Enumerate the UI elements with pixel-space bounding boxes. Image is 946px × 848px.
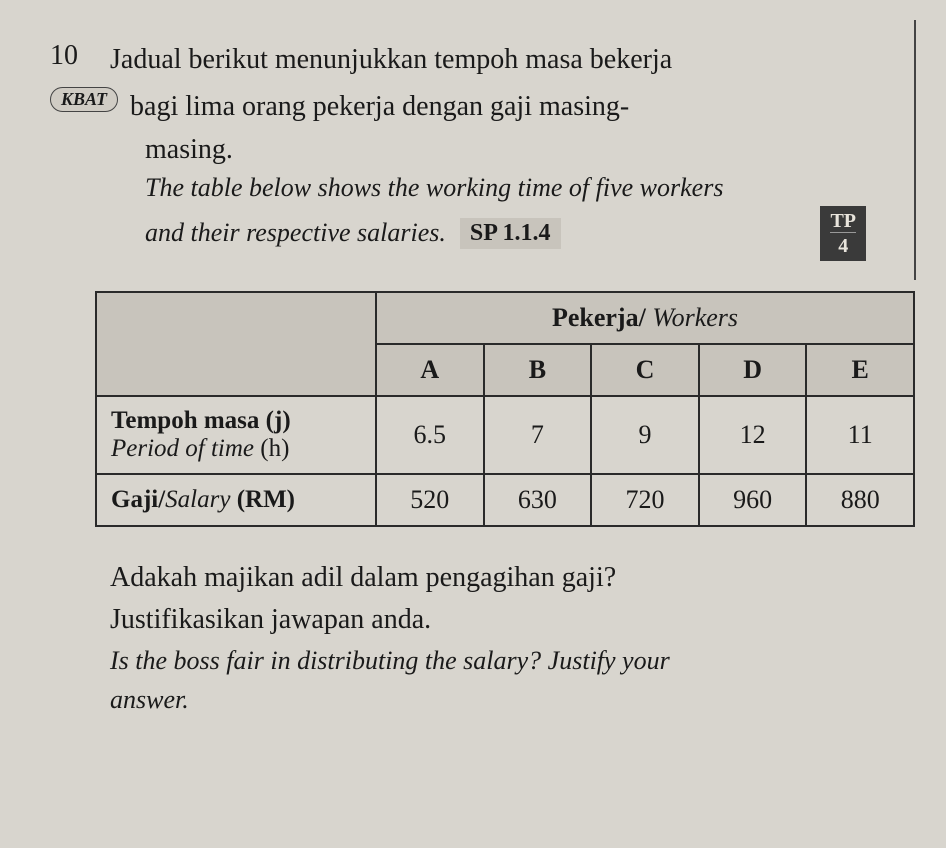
salary-a: 520 <box>376 474 484 526</box>
workers-header-italic: Workers <box>652 303 738 332</box>
col-d: D <box>699 344 807 396</box>
row-salary-italic: Salary <box>165 486 230 513</box>
page-divider <box>914 20 916 280</box>
table-row-time: Tempoh masa (j) Period of time (h) 6.5 7… <box>96 396 914 474</box>
footer-malay-1: Adakah majikan adil dalam pengagihan gaj… <box>110 557 856 599</box>
workers-header: Pekerja/ Workers <box>376 292 914 344</box>
salary-b: 630 <box>484 474 592 526</box>
row-salary-suffix: (RM) <box>230 486 295 513</box>
sp-row: and their respective salaries. SP 1.1.4 … <box>145 206 896 261</box>
table-row-salary: Gaji/Salary (RM) 520 630 720 960 880 <box>96 474 914 526</box>
question-header: 10 Jadual berikut menunjukkan tempoh mas… <box>50 40 896 79</box>
tp-badge: TP 4 <box>820 206 866 261</box>
row-time-italic: Period of time <box>111 435 254 462</box>
data-table-container: Pekerja/ Workers A B C D E Tempoh masa (… <box>95 291 896 527</box>
col-b: B <box>484 344 592 396</box>
question-number: 10 <box>50 40 90 72</box>
workers-table: Pekerja/ Workers A B C D E Tempoh masa (… <box>95 291 915 527</box>
footer-malay-2: Justifikasikan jawapan anda. <box>110 599 856 641</box>
row-salary-bold: Gaji/ <box>111 486 165 513</box>
col-c: C <box>591 344 699 396</box>
row-time-label: Tempoh masa (j) Period of time (h) <box>96 396 376 474</box>
question-line-1: Jadual berikut menunjukkan tempoh masa b… <box>110 40 896 79</box>
time-c: 9 <box>591 396 699 474</box>
time-d: 12 <box>699 396 807 474</box>
question-english-1: The table below shows the working time o… <box>145 170 896 206</box>
time-a: 6.5 <box>376 396 484 474</box>
table-header-row-1: Pekerja/ Workers <box>96 292 914 344</box>
time-b: 7 <box>484 396 592 474</box>
time-e: 11 <box>806 396 914 474</box>
question-english-2: and their respective salaries. <box>145 215 446 251</box>
footer-english-1: Is the boss fair in distributing the sal… <box>110 641 856 680</box>
workers-header-label: Pekerja/ <box>552 303 646 332</box>
table-corner-cell <box>96 292 376 396</box>
kbat-row: KBAT bagi lima orang pekerja dengan gaji… <box>50 87 896 126</box>
salary-e: 880 <box>806 474 914 526</box>
col-a: A <box>376 344 484 396</box>
question-line-3: masing. <box>145 130 896 169</box>
kbat-badge: KBAT <box>50 87 118 112</box>
question-line-2: bagi lima orang pekerja dengan gaji masi… <box>130 87 896 126</box>
sp-badge: SP 1.1.4 <box>460 218 561 249</box>
footer-english-2: answer. <box>110 680 856 719</box>
row-salary-label: Gaji/Salary (RM) <box>96 474 376 526</box>
salary-c: 720 <box>591 474 699 526</box>
row-time-suffix: (h) <box>254 435 289 462</box>
salary-d: 960 <box>699 474 807 526</box>
row-time-bold: Tempoh masa (j) <box>111 407 291 434</box>
tp-number: 4 <box>830 232 856 257</box>
tp-label: TP <box>830 210 856 232</box>
col-e: E <box>806 344 914 396</box>
